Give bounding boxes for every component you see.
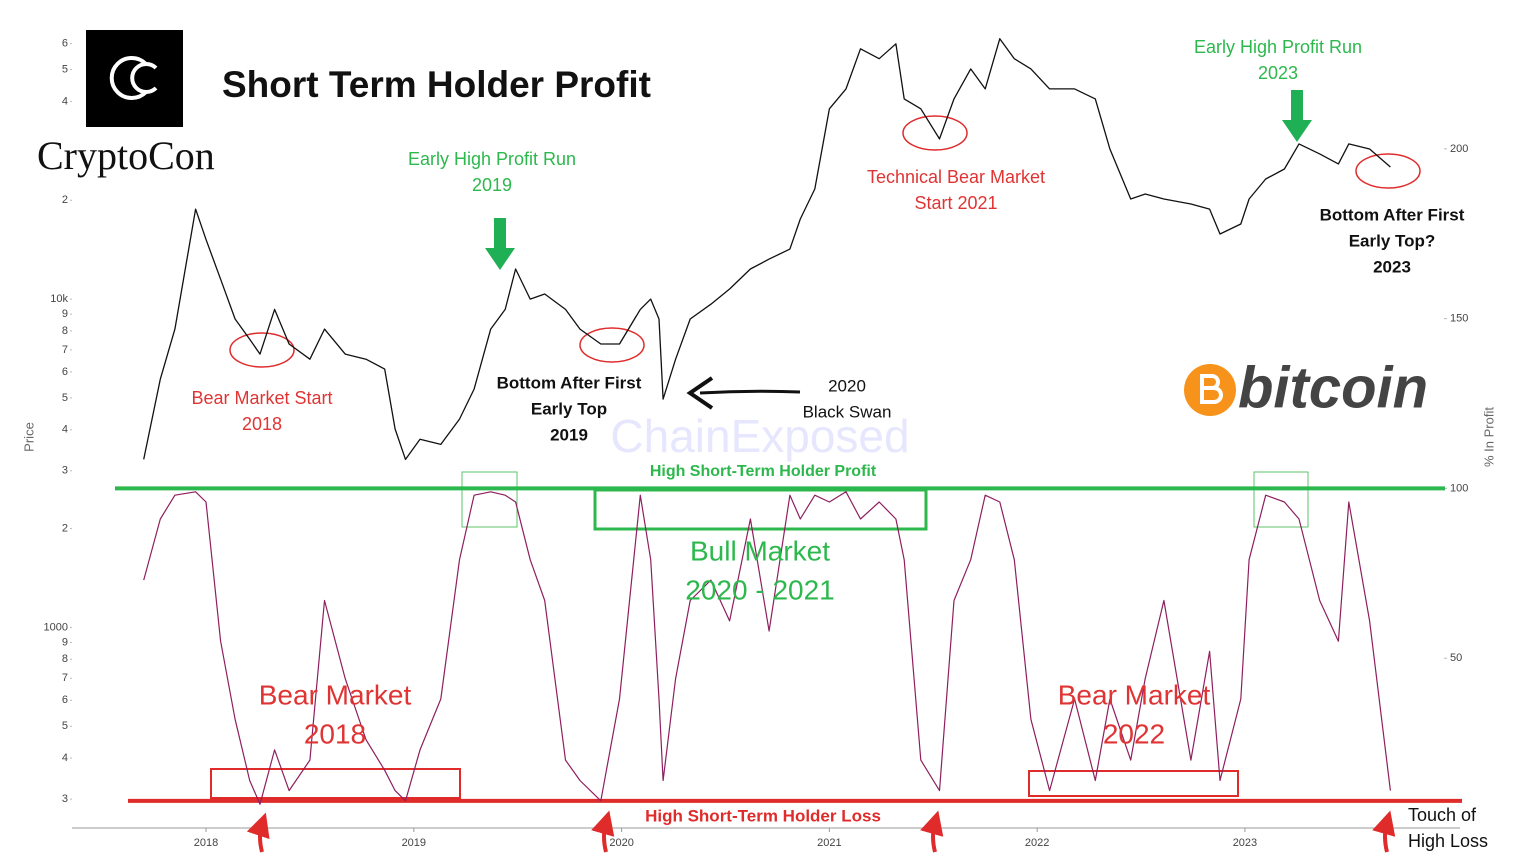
y-tick-label: 5	[62, 392, 68, 404]
annotation: High Loss	[1408, 831, 1488, 851]
y-tick-label: 5	[62, 720, 68, 732]
arrow	[485, 218, 515, 270]
highlight-box	[1028, 770, 1239, 797]
reference-label: High Short-Term Holder Profit	[650, 463, 877, 480]
coin-name: bitcoin	[1238, 355, 1428, 420]
annotation: Early Top?	[1349, 231, 1436, 250]
y-tick-label: 6	[62, 37, 68, 49]
y-tick-label: 4	[62, 95, 68, 107]
annotation: 2019	[550, 425, 588, 444]
arrow	[699, 389, 801, 395]
annotation: Touch of	[1408, 805, 1477, 825]
y2-axis-label: % In Profit	[1481, 407, 1496, 467]
y-tick-label: 2	[62, 523, 68, 535]
x-tick-label: 2023	[1233, 837, 1257, 849]
y-axis-label: Price	[21, 422, 36, 452]
annotation: 2018	[242, 414, 282, 434]
series-line	[143, 491, 1391, 805]
y2-tick-label: 50	[1450, 652, 1462, 664]
annotation: 2020	[828, 376, 866, 395]
y2-tick-label: 150	[1450, 313, 1468, 325]
annotation: Early High Profit Run	[408, 149, 576, 169]
y-tick-label: 3	[62, 793, 68, 805]
arrow	[246, 812, 270, 853]
arrow	[1282, 90, 1312, 142]
highlight-circle	[579, 327, 645, 363]
annotation: 2023	[1373, 257, 1411, 276]
annotation: 2018	[304, 718, 366, 749]
annotation: Early High Profit Run	[1194, 37, 1362, 57]
highlight-circle	[229, 332, 295, 368]
highlight-box	[210, 768, 461, 799]
highlight-circle	[1355, 153, 1421, 189]
annotation: Bottom After First	[1320, 205, 1465, 224]
annotation: Black Swan	[803, 402, 892, 421]
y-tick-label: 1000	[44, 621, 68, 633]
y-tick-label: 9	[62, 308, 68, 320]
x-tick-label: 2021	[817, 837, 841, 849]
y-tick-label: 9	[62, 636, 68, 648]
annotation: 2020 - 2021	[685, 574, 834, 605]
y-tick-label: 8	[62, 325, 68, 337]
logo-mark	[130, 62, 158, 94]
highlight-box	[1253, 471, 1309, 528]
y-tick-label: 6	[62, 366, 68, 378]
y-tick-label: 3	[62, 465, 68, 477]
x-tick-label: 2018	[194, 837, 218, 849]
arrow	[920, 810, 944, 853]
logo-box	[86, 30, 183, 127]
reference-label: High Short-Term Holder Loss	[645, 806, 881, 825]
annotation: Bull Market	[690, 535, 830, 566]
arrow	[686, 376, 714, 410]
series-line	[143, 38, 1391, 461]
arrow	[591, 810, 615, 853]
x-tick-label: 2019	[402, 837, 426, 849]
annotation: 2022	[1103, 718, 1165, 749]
y-tick-label: 7	[62, 344, 68, 356]
y-tick-label: 6	[62, 694, 68, 706]
watermark: ChainExposed	[610, 410, 909, 462]
x-tick-label: 2022	[1025, 837, 1049, 849]
logo-mark	[109, 56, 148, 100]
annotation: 2023	[1258, 63, 1298, 83]
y-tick-label: 7	[62, 672, 68, 684]
y-tick-label: 5	[62, 63, 68, 75]
highlight-box	[461, 471, 518, 528]
y-tick-label: 8	[62, 653, 68, 665]
annotation: Bear Market Start	[191, 388, 332, 408]
y-tick-label: 4	[62, 424, 68, 436]
highlight-circle	[902, 115, 968, 151]
coin-icon	[1200, 374, 1223, 404]
annotation: Bottom After First	[497, 373, 642, 392]
y2-tick-label: 200	[1450, 143, 1468, 155]
annotation: Early Top	[531, 399, 607, 418]
y-tick-label: 2	[62, 194, 68, 206]
brand: CryptoCon	[37, 133, 215, 178]
x-tick-label: 2020	[609, 837, 633, 849]
annotation: 2019	[472, 175, 512, 195]
annotation: Technical Bear Market	[867, 167, 1045, 187]
chart-title: Short Term Holder Profit	[222, 64, 651, 105]
y2-tick-label: 100	[1450, 482, 1468, 494]
y-tick-label: 10k	[50, 293, 68, 305]
arrow	[1372, 810, 1396, 853]
annotation: Bear Market	[1058, 679, 1211, 710]
annotation: Start 2021	[914, 193, 997, 213]
y-tick-label: 4	[62, 752, 68, 764]
annotation: Bear Market	[259, 679, 412, 710]
